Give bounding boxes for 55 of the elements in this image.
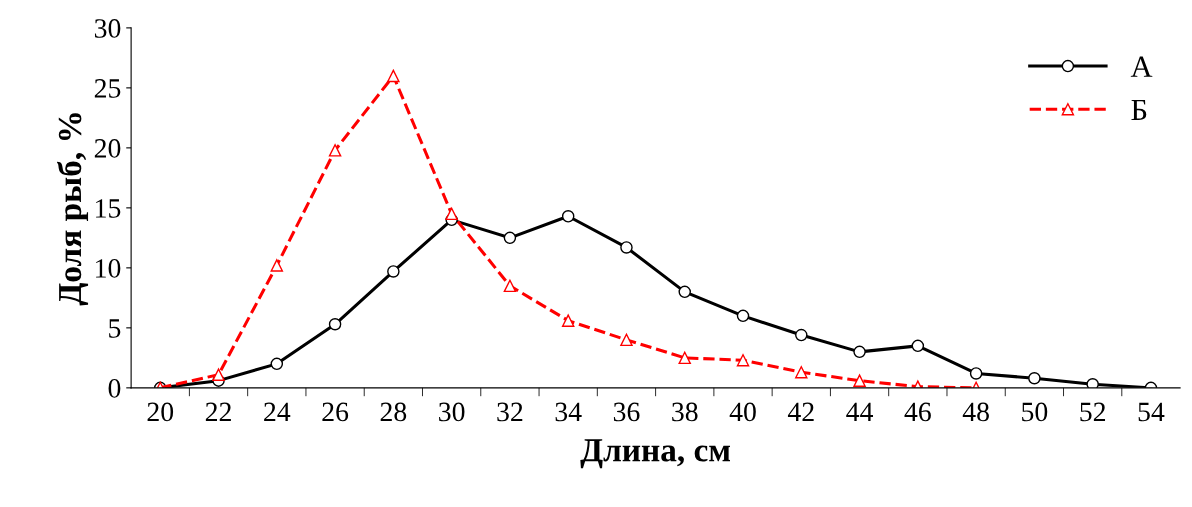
- x-tick-label: 44: [846, 402, 874, 422]
- y-tick-label: 15: [96, 199, 121, 218]
- x-axis-title: Длина, см: [580, 439, 730, 469]
- point: [270, 357, 284, 371]
- y-axis-title: Доля рыб, %: [57, 113, 89, 306]
- point: [620, 333, 633, 347]
- x-tick-label: 38: [672, 402, 698, 422]
- x-tick-label: 46: [904, 402, 931, 422]
- x-tick-label: 24: [264, 402, 291, 422]
- point: [1028, 372, 1041, 385]
- point: [678, 351, 691, 365]
- point: [736, 309, 750, 323]
- x-tick-label: 40: [729, 402, 756, 422]
- x-tick-label: 34: [555, 402, 582, 422]
- point: [795, 366, 808, 379]
- x-tick-label: 54: [1138, 402, 1165, 422]
- x-tick-label: 26: [322, 402, 349, 422]
- x-tick-label: 22: [205, 402, 231, 422]
- x-tick-label: 48: [962, 402, 989, 422]
- x-tick-label: 32: [497, 402, 523, 422]
- point: [387, 265, 400, 278]
- point: [328, 144, 342, 157]
- point: [1086, 378, 1099, 388]
- y-tick-label: 20: [94, 139, 121, 158]
- point: [270, 259, 284, 272]
- y-tick-label: 10: [96, 259, 121, 278]
- point: [561, 210, 575, 223]
- point: [736, 354, 750, 367]
- point: [969, 367, 983, 380]
- x-tick-label: 28: [380, 402, 407, 422]
- x-tick-label: 30: [439, 402, 465, 422]
- x-tick-label: 50: [1022, 402, 1048, 422]
- legend-label: Б: [1131, 99, 1147, 120]
- point: [561, 314, 575, 327]
- point: [853, 374, 866, 387]
- point: [911, 339, 925, 353]
- y-tick-label: 30: [94, 19, 121, 38]
- point: [387, 69, 400, 83]
- point: [853, 345, 866, 359]
- point: [328, 318, 342, 331]
- legend-label: А: [1130, 56, 1153, 77]
- point: [503, 279, 517, 293]
- point: [678, 285, 691, 299]
- point: [212, 368, 225, 381]
- point: [445, 207, 458, 221]
- x-tick-label: 36: [613, 402, 640, 422]
- point: [620, 241, 633, 254]
- point: [503, 231, 517, 245]
- x-tick-label: 52: [1080, 402, 1106, 422]
- y-tick-label: 0: [108, 379, 121, 398]
- y-tick-label: 25: [94, 79, 121, 98]
- point: [795, 328, 808, 342]
- x-tick-label: 20: [147, 402, 174, 422]
- y-tick-label: 5: [109, 319, 121, 338]
- x-tick-label: 42: [787, 402, 814, 422]
